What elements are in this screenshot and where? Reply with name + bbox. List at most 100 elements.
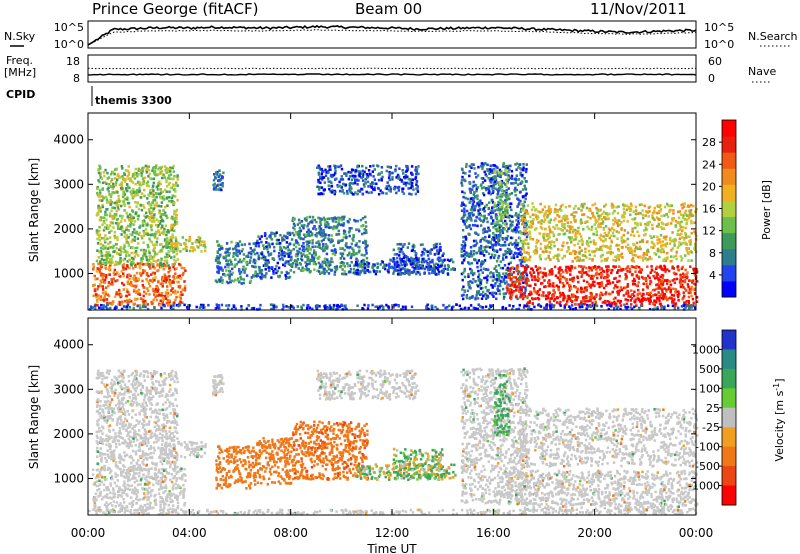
power-cell-r0 (144, 302, 148, 305)
power-cell-r1 (127, 235, 130, 239)
power-cell-r0 (169, 282, 172, 286)
power-cell-r10 (463, 252, 467, 256)
power-cell-r1 (132, 187, 135, 191)
power-cell-r6 (305, 267, 309, 271)
power-cell-r6 (363, 228, 366, 231)
power-cell-r10 (464, 172, 467, 175)
power-cell-r7 (401, 169, 404, 172)
power-cell-r1 (148, 259, 151, 262)
power-cell-r1 (129, 262, 133, 266)
power-cell-r1 (105, 254, 108, 258)
power-cell-r9 (403, 263, 407, 267)
power-cell-r12 (520, 279, 523, 282)
power-cell-r1 (163, 176, 166, 179)
power-cell-r0 (132, 284, 135, 288)
power-cell-r12 (681, 276, 684, 279)
power-cell-r0 (151, 287, 155, 291)
power-cell-r3 (248, 281, 252, 284)
power-cell-r1 (106, 224, 109, 227)
power-cell-r1 (131, 173, 135, 176)
power-cell-r2 (188, 239, 192, 242)
power-cell-r1 (111, 261, 114, 264)
power-cell-r6 (326, 220, 329, 224)
power-cell-r10 (517, 230, 520, 234)
power-cell-r10 (513, 228, 517, 232)
power-cell-r7 (358, 170, 362, 173)
power-cell-r1 (101, 223, 104, 226)
power-cell-r14 (541, 208, 545, 211)
power-cell-r6 (311, 218, 314, 222)
power-cell-r0 (122, 266, 125, 269)
power-cell-r1 (124, 178, 127, 181)
power-cell-r1 (163, 165, 167, 168)
power-cell-r12 (673, 281, 676, 285)
power-cell-r10 (483, 227, 486, 231)
power-cell-r12 (567, 294, 570, 298)
power-cell-r13 (695, 300, 699, 303)
power-cell-r12 (572, 295, 575, 298)
power-cell-r3 (225, 247, 228, 251)
power-cell-r1 (125, 254, 128, 258)
power-cell-r6 (312, 259, 315, 263)
power-cell-r9 (404, 261, 407, 264)
power-cell-r7 (348, 175, 352, 178)
power-cell-r1 (140, 236, 144, 240)
power-cell-r5 (272, 269, 275, 273)
power-cell-r6 (315, 232, 319, 235)
power-cell-r10 (504, 292, 507, 295)
power-cell-r1 (143, 214, 146, 217)
power-cell-r14 (535, 215, 538, 219)
power-cell-r14 (647, 215, 650, 218)
power-cell-r1 (140, 174, 143, 178)
power-cell-r12 (672, 271, 676, 275)
power-cell-r6 (312, 257, 315, 260)
power-cell-r0 (150, 273, 153, 276)
power-cell-r10 (493, 182, 496, 185)
power-cell-r12 (549, 297, 552, 300)
power-cell-r10 (498, 209, 502, 212)
power-cell-r10 (467, 261, 470, 264)
power-cell-r9 (441, 254, 444, 257)
power-cell-r0 (146, 279, 149, 283)
power-cell-r0 (112, 300, 115, 304)
power-cell-r5 (274, 234, 277, 238)
power-cell-r12 (534, 297, 537, 300)
power-cell-r1 (105, 198, 109, 201)
power-cell-r12 (657, 291, 660, 294)
power-cell-r1 (148, 237, 151, 241)
power-cell-r6 (295, 240, 299, 244)
power-cell-r7 (334, 171, 337, 175)
power-cell-r9 (398, 270, 401, 274)
power-cell-r1 (147, 208, 151, 211)
power-cell-r12 (591, 280, 595, 284)
power-cell-r11 (495, 196, 499, 199)
power-cell-r12 (632, 282, 635, 286)
power-cell-r5 (285, 241, 289, 244)
power-cell-r7 (408, 182, 411, 186)
power-cell-r7 (342, 182, 345, 186)
power-cell-r10 (496, 288, 499, 291)
power-cell-r7 (360, 176, 363, 180)
power-cell-r4 (215, 184, 218, 188)
power-cell-r13 (634, 300, 637, 304)
power-cell-r10 (474, 183, 478, 187)
power-cell-r10 (519, 199, 522, 203)
power-cell-r1 (108, 258, 111, 261)
power-cell-r10 (495, 274, 499, 277)
power-cell-r3 (238, 240, 242, 243)
power-cell-r12 (637, 288, 640, 292)
power-cell-r1 (135, 205, 138, 208)
power-cell-r6 (304, 261, 307, 264)
power-cell-r2 (170, 241, 174, 244)
power-cell-r5 (272, 257, 275, 260)
power-cell-r1 (137, 207, 141, 211)
power-cell-r9 (397, 265, 401, 269)
power-cell-r11 (501, 203, 505, 206)
power-cell-r10 (460, 294, 464, 297)
power-cell-r6 (333, 253, 337, 257)
power-cell-r12 (672, 294, 676, 297)
power-cell-r10 (497, 190, 500, 194)
power-cell-r3 (250, 252, 253, 256)
power-cell-r6 (317, 261, 321, 265)
power-cell-r1 (135, 230, 138, 234)
